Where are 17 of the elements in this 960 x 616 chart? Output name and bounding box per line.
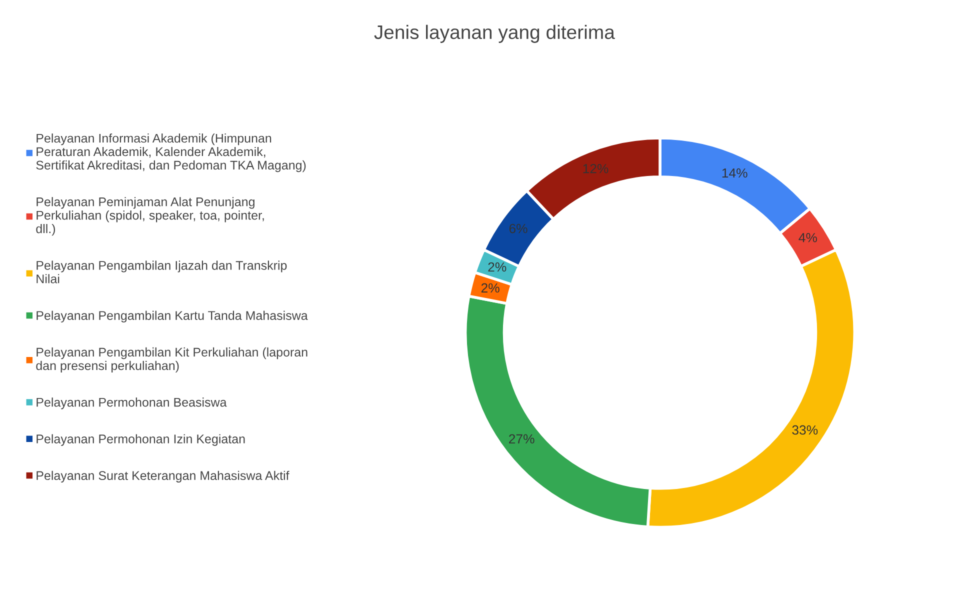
data-label: 12% [583, 164, 608, 174]
legend-label: Pelayanan Pengambilan Kartu Tanda Mahasiswa [36, 310, 308, 322]
data-label: 4% [798, 233, 817, 242]
legend-label: Pelayanan Permohonan Beasiswa [36, 398, 227, 410]
data-label: 33% [792, 425, 818, 435]
data-label: 6% [509, 224, 528, 234]
legend-label: Pelayanan Informasi Akademik (Himpunan Peraturan Akademik, Kalender Akademik, Sertifikat Akreditasi, dan Pedoman TKA Magang) [36, 134, 306, 172]
data-label: 27% [509, 434, 534, 444]
legend-label: Pelayanan Pengambilan Ijazah dan Transkrip Nilai [36, 260, 287, 284]
chart-title: Jenis layanan yang diterima [374, 24, 615, 43]
legend-label: Pelayanan Peminjaman Alat Penunjang Perkuliahan (spidol, speaker, toa, pointer, dll.) [36, 197, 264, 236]
legend-label: Pelayanan Permohonan Izin Kegiatan [36, 434, 245, 446]
data-label: 14% [722, 168, 748, 178]
legend-label: Pelayanan Pengambilan Kit Perkuliahan (laporan dan presensi perkuliahan) [36, 347, 308, 373]
data-label: 2% [481, 283, 500, 293]
legend-label: Pelayanan Surat Keterangan Mahasiswa Aktif [36, 470, 290, 482]
data-label: 2% [488, 262, 506, 272]
